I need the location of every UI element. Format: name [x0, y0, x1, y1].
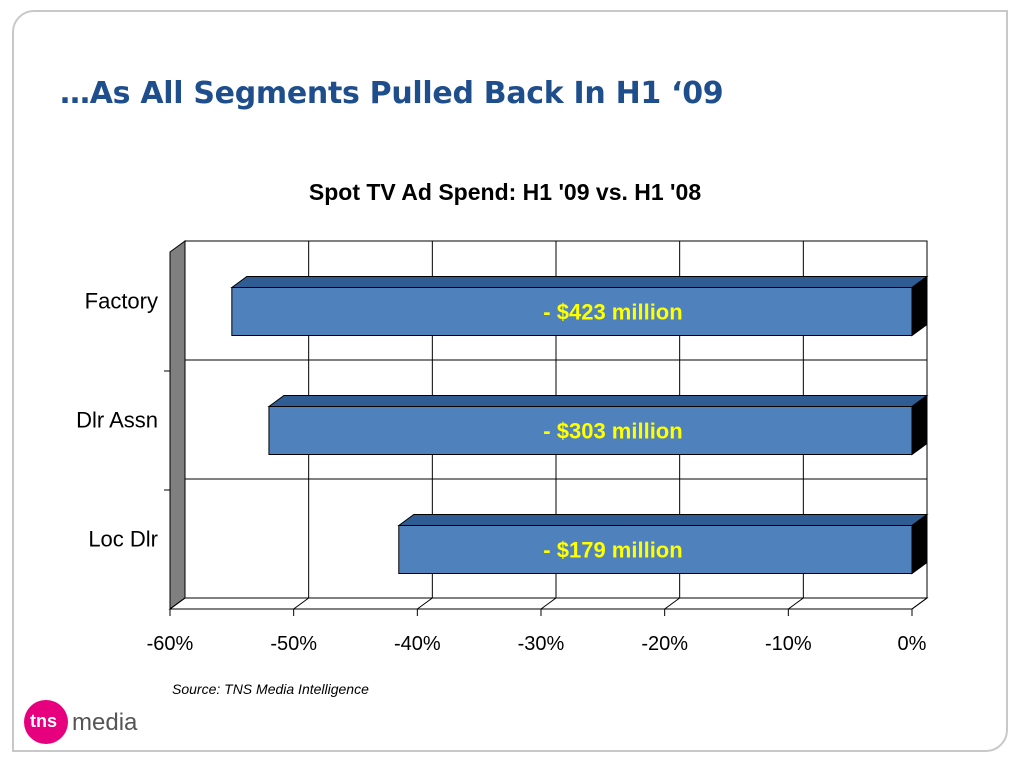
x-tick-label: -30% [518, 633, 565, 655]
chart-side-wall [169, 240, 186, 610]
category-label: Factory [85, 289, 158, 314]
floor-gridline-6 [911, 597, 928, 610]
chart-title: Spot TV Ad Spend: H1 '09 vs. H1 '08 [309, 179, 701, 205]
bar-data-label: - $423 million [543, 300, 682, 325]
x-tick-label: -40% [394, 633, 441, 655]
tns-media-logo: tns media [24, 700, 138, 744]
logo-word: media [72, 709, 138, 736]
category-label: Loc Dlr [88, 527, 158, 552]
bar-top-0 [230, 276, 929, 288]
floor-gridline-5 [788, 597, 804, 610]
bar-1 [268, 406, 913, 455]
logo-badge-text: tns [30, 711, 57, 731]
x-tick-label: -60% [147, 633, 194, 655]
bar-2 [398, 525, 913, 574]
bar-top-1 [267, 395, 929, 407]
bar-data-label: - $179 million [543, 538, 682, 563]
slide-title: …As All Segments Pulled Back In H1 ‘09 [60, 76, 724, 111]
bar-end-1 [911, 394, 928, 456]
floor-gridline-2 [417, 597, 433, 610]
chart-labels: -60% -50% -40% -30% -20% -10% 0% - $423 million… [76, 289, 927, 656]
bar-end-0 [911, 275, 928, 337]
floor-gridline-0 [169, 597, 186, 610]
category-label: Dlr Assn [76, 408, 158, 433]
bar-0 [231, 287, 913, 336]
chart-bars [230, 275, 929, 575]
bar-end-2 [911, 513, 928, 575]
floor-gridline-3 [540, 597, 557, 610]
x-tick-label: 0% [898, 633, 927, 655]
logo-badge: tns [24, 700, 68, 744]
x-tick-label: -50% [270, 633, 317, 655]
floor-gridline-4 [664, 597, 680, 610]
source-note: Source: TNS Media Intelligence [172, 681, 369, 697]
x-tick-label: -10% [765, 633, 812, 655]
x-tick-label: -20% [641, 633, 688, 655]
floor-gridline-1 [293, 597, 309, 610]
bar-data-label: - $303 million [543, 419, 682, 444]
bar-top-2 [397, 514, 929, 526]
